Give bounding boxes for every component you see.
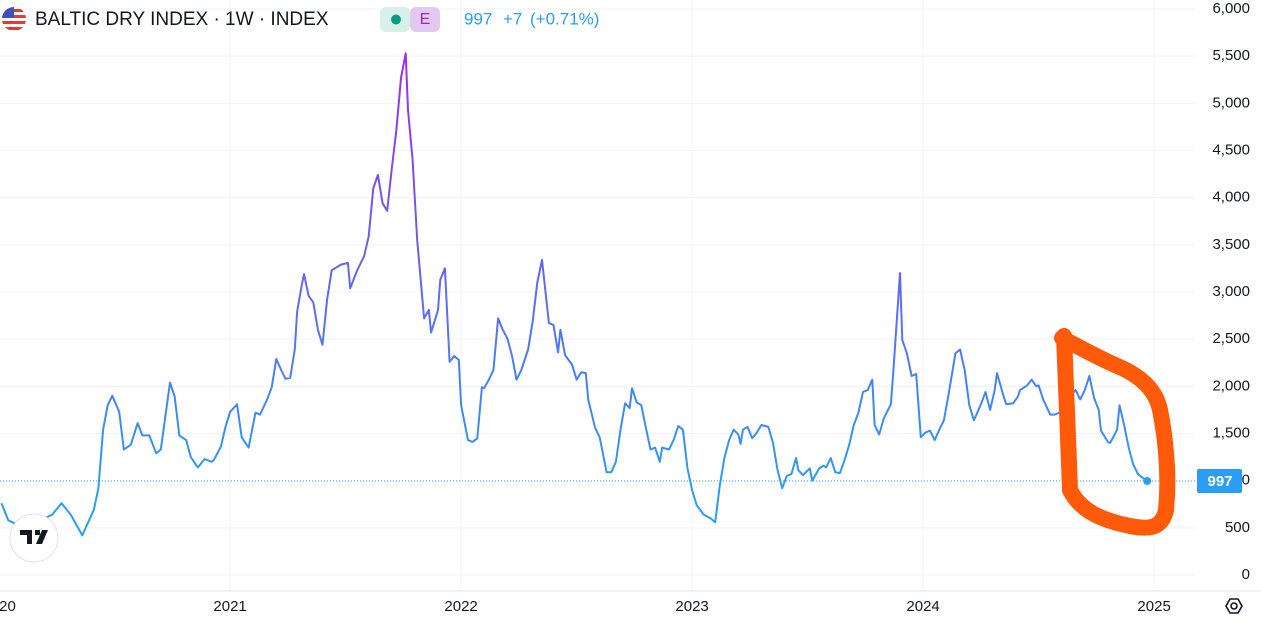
last-point [1143,476,1152,485]
annotation-circle [1054,328,1176,536]
logo [9,513,59,563]
y-tick-label: 5,000 [1212,94,1250,111]
price-tag [1197,468,1242,493]
y-tick-label: 2,500 [1212,330,1250,347]
last-price: 997 [464,9,492,28]
exchange-badge [410,7,440,32]
y-tick-label: 1,500 [1212,424,1250,441]
x-tick-label: 2025 [1137,598,1170,615]
x-tick-label: 2021 [213,598,246,615]
status-dot [391,14,401,25]
price-tag-label: 997 [1207,473,1232,490]
symbol-flag [2,7,26,31]
x-tick-label: 2023 [675,598,708,615]
price-change-pct: (+0.71%) [530,9,599,28]
y-tick-label: 5,500 [1212,47,1250,64]
x-tick-label: 2022 [444,598,477,615]
x-tick-label: 2024 [906,598,939,615]
y-tick-label: 0 [1242,566,1250,583]
y-tick-label: 4,500 [1212,141,1250,158]
y-tick-label: 3,000 [1212,283,1250,300]
badge-label: E [420,11,431,28]
chart-title: BALTIC DRY INDEX · 1W · INDEX [35,9,329,30]
settings-icon[interactable] [1225,598,1243,614]
y-tick-label: 6,000 [1212,0,1250,17]
y-tick-label: 4,000 [1212,189,1250,206]
price-change: +7 [503,9,522,28]
y-tick-label: 2,000 [1212,377,1250,394]
y-tick-label: 3,500 [1212,236,1250,253]
y-tick-label: 500 [1225,519,1250,536]
price-line [0,52,1148,537]
